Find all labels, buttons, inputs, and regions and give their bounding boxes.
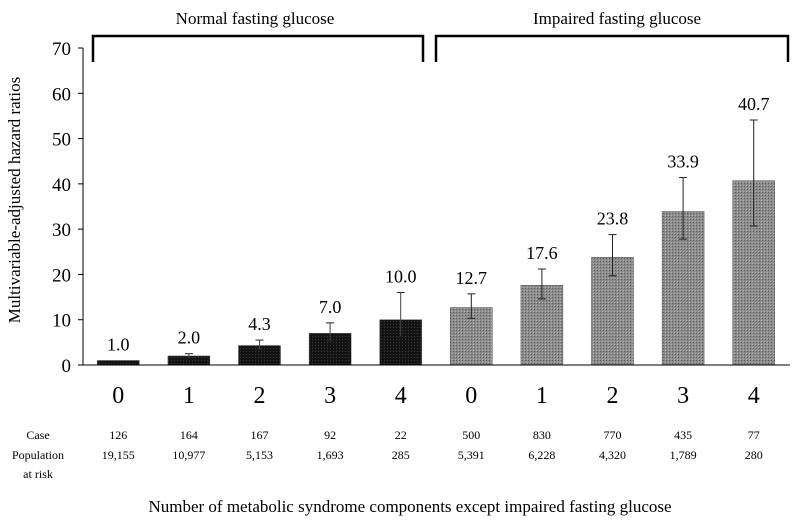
group-bracket-normal <box>91 34 425 62</box>
population-count: 280 <box>745 448 763 462</box>
case-count: 830 <box>533 428 551 442</box>
x-category-label: 4 <box>395 383 407 409</box>
x-category-label: 3 <box>324 383 336 409</box>
group-title-impaired: Impaired fasting glucose <box>533 9 701 28</box>
data-label: 17.6 <box>526 243 558 263</box>
group-bracket-impaired <box>434 34 790 62</box>
y-tick-label: 10 <box>52 311 71 332</box>
data-label: 2.0 <box>178 328 201 348</box>
group-title-normal: Normal fasting glucose <box>176 9 335 28</box>
x-category-label: 2 <box>254 383 266 409</box>
y-tick-label: 40 <box>52 175 71 196</box>
x-category-label: 4 <box>748 383 760 409</box>
y-axis-label: Multivariable-adjusted hazard ratios <box>5 77 24 323</box>
x-axis-label: Number of metabolic syndrome components … <box>148 497 671 516</box>
population-count: 285 <box>392 448 410 462</box>
x-category-label: 1 <box>183 383 195 409</box>
y-tick-label: 20 <box>52 265 71 286</box>
case-count: 77 <box>748 428 760 442</box>
population-count: 1,789 <box>670 448 697 462</box>
data-label: 40.7 <box>738 94 770 114</box>
case-count: 770 <box>604 428 622 442</box>
x-category-label: 0 <box>112 383 124 409</box>
case-count: 500 <box>462 428 480 442</box>
case-count: 167 <box>251 428 269 442</box>
case-count: 164 <box>180 428 198 442</box>
population-count: 5,391 <box>458 448 485 462</box>
case-count: 435 <box>674 428 692 442</box>
x-category-label: 2 <box>607 383 619 409</box>
case-count: 92 <box>324 428 336 442</box>
data-label: 33.9 <box>667 152 699 172</box>
data-label: 1.0 <box>107 334 130 354</box>
population-count: 5,153 <box>246 448 273 462</box>
bar <box>97 360 140 366</box>
data-label: 12.7 <box>456 268 488 288</box>
x-category-label: 1 <box>536 383 548 409</box>
data-label: 10.0 <box>385 267 417 287</box>
y-tick-label: 50 <box>52 130 71 151</box>
y-tick-label: 60 <box>52 84 71 105</box>
data-label: 4.3 <box>248 314 271 334</box>
x-category-label: 3 <box>677 383 689 409</box>
population-count: 4,320 <box>599 448 626 462</box>
y-tick-label: 0 <box>62 356 72 377</box>
case-count: 126 <box>109 428 127 442</box>
population-count: 1,693 <box>317 448 344 462</box>
y-tick-label: 30 <box>52 220 71 241</box>
population-count: 19,155 <box>102 448 135 462</box>
case-count: 22 <box>395 428 407 442</box>
y-tick-label: 70 <box>52 39 71 60</box>
table-label-case: Case <box>26 428 49 442</box>
population-count: 6,228 <box>528 448 555 462</box>
x-category-label: 0 <box>465 383 477 409</box>
data-label: 7.0 <box>319 297 342 317</box>
table-label-at-risk: at risk <box>23 467 53 481</box>
population-count: 10,977 <box>172 448 205 462</box>
table-label-population: Population <box>12 448 64 462</box>
data-label: 23.8 <box>597 209 629 229</box>
